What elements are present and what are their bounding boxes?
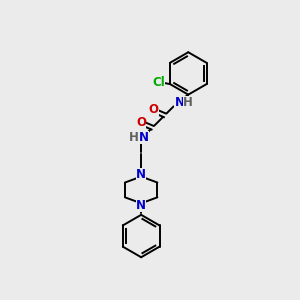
- Text: N: N: [174, 96, 184, 110]
- Text: N: N: [139, 131, 148, 144]
- Text: H: H: [129, 131, 139, 144]
- Text: N: N: [136, 199, 146, 212]
- Text: Cl: Cl: [152, 76, 165, 89]
- Text: O: O: [136, 116, 146, 129]
- Text: O: O: [148, 103, 158, 116]
- Text: H: H: [183, 96, 193, 110]
- Text: N: N: [136, 168, 146, 181]
